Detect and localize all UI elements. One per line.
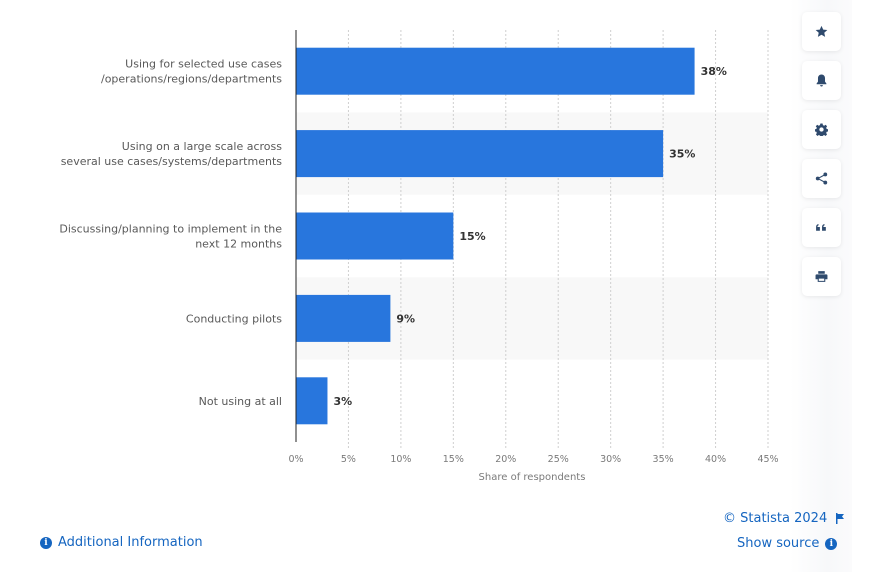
plot-bands [296, 112, 768, 360]
x-tick-label: 30% [600, 454, 621, 465]
category-label: Using on a large scale across several use… [61, 140, 283, 168]
favorite-button[interactable] [802, 12, 841, 51]
category-label: Using for selected use cases/operations/… [101, 58, 282, 86]
category-label-line: several use cases/systems/departments [61, 155, 283, 168]
category-label-line: next 12 months [195, 238, 282, 251]
show-source-link[interactable]: Show source i [737, 536, 838, 551]
x-tick-label: 5% [341, 454, 356, 465]
additional-information-text: Additional Information [58, 535, 203, 550]
star-icon [815, 25, 828, 37]
share-icon [815, 172, 828, 185]
cite-button[interactable] [802, 208, 841, 247]
bars [296, 47, 695, 425]
copyright-text: © Statista 2024 [723, 511, 828, 526]
x-tick-label: 10% [390, 454, 411, 465]
additional-information-link[interactable]: i Additional Information [40, 535, 203, 550]
data-labels: 38% 35% 15% 9% 3% [333, 65, 726, 408]
print-button[interactable] [802, 257, 841, 296]
print-icon [815, 271, 828, 282]
copyright-link[interactable]: © Statista 2024 [723, 511, 845, 526]
x-tick-label: 15% [443, 454, 464, 465]
x-tick-label: 25% [548, 454, 569, 465]
x-tick-label: 0% [288, 454, 303, 465]
category-label-line: Using on a large scale across [122, 140, 282, 153]
bar[interactable] [296, 47, 695, 95]
settings-button[interactable] [802, 110, 841, 149]
data-label: 35% [669, 148, 695, 161]
category-label: Conducting pilots [186, 312, 282, 325]
data-label: 3% [333, 395, 352, 408]
info-icon: i [825, 537, 838, 550]
category-label: Not using at all [199, 395, 282, 408]
gear-icon [815, 123, 828, 136]
category-label-line: Using for selected use cases [125, 58, 282, 71]
data-label: 38% [701, 65, 727, 78]
flag-icon [836, 513, 845, 524]
x-tick-label: 20% [495, 454, 516, 465]
category-labels: Using for selected use cases/operations/… [59, 58, 282, 408]
x-tick-label: 40% [705, 454, 726, 465]
category-label: Discussing/planning to implement in the n… [59, 223, 282, 251]
x-axis-title: Share of respondents [479, 472, 586, 483]
grid-lines [347, 30, 769, 448]
bar[interactable] [296, 294, 391, 342]
notification-button[interactable] [802, 61, 841, 100]
category-label-line: Discussing/planning to implement in the [59, 223, 282, 236]
quote-icon [816, 223, 826, 231]
category-label-line: Conducting pilots [186, 312, 282, 325]
category-label-line: /operations/regions/departments [101, 73, 282, 86]
x-tick-label: 45% [757, 454, 778, 465]
bar[interactable] [296, 130, 664, 178]
info-icon: i [40, 536, 52, 549]
show-source-text: Show source [737, 536, 820, 551]
x-axis-ticks: 0% 5% 10% 15% 20% 25% 30% 35% 40% 45% [288, 454, 778, 465]
share-button[interactable] [802, 159, 841, 198]
category-label-line: Not using at all [199, 395, 282, 408]
bar[interactable] [296, 212, 454, 260]
bar[interactable] [296, 377, 328, 425]
bell-icon [816, 74, 827, 87]
data-label: 15% [459, 230, 485, 243]
data-label: 9% [396, 312, 415, 325]
x-tick-label: 35% [653, 454, 674, 465]
